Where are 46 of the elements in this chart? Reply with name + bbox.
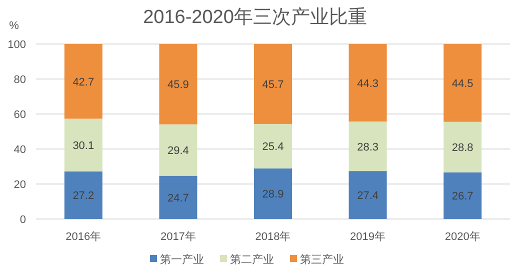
bar xyxy=(64,44,102,119)
data-label: 24.7 xyxy=(167,192,189,204)
data-label: 45.9 xyxy=(167,79,189,92)
data-label: 28.3 xyxy=(357,141,379,154)
bar xyxy=(159,44,198,124)
x-tick-label: 2019年 xyxy=(350,231,386,243)
data-label: 28.8 xyxy=(452,142,474,154)
data-label: 44.3 xyxy=(357,78,379,90)
legend-label: 第三产业 xyxy=(300,253,344,266)
bar xyxy=(348,44,387,122)
data-label: 45.7 xyxy=(262,78,284,91)
bar xyxy=(254,124,292,168)
bar xyxy=(254,44,292,124)
x-tick-label: 2020年 xyxy=(444,231,480,243)
bar xyxy=(64,118,102,172)
y-axis-title: % xyxy=(9,20,20,32)
data-label: 28.9 xyxy=(262,188,284,201)
bar xyxy=(348,122,387,172)
y-tick-label: 40 xyxy=(14,144,26,156)
bar xyxy=(159,176,198,219)
y-tick-label: 20 xyxy=(14,179,26,191)
data-label: 30.1 xyxy=(72,140,94,152)
chart-title: 2016-2020年三次产业比重 xyxy=(143,7,367,28)
data-label: 27.2 xyxy=(72,190,94,202)
y-tick-label: 60 xyxy=(14,109,26,121)
bar xyxy=(159,124,198,176)
bar xyxy=(444,172,482,219)
data-label: 44.5 xyxy=(452,78,474,90)
legend-label: 第二产业 xyxy=(230,253,274,266)
y-tick-label: 0 xyxy=(20,214,26,226)
data-label: 27.4 xyxy=(357,190,379,202)
data-label: 26.7 xyxy=(452,190,474,203)
x-tick-label: 2016年 xyxy=(66,231,102,243)
x-tick-label: 2018年 xyxy=(255,231,291,243)
bar xyxy=(348,171,387,219)
bar xyxy=(444,122,482,172)
data-label: 42.7 xyxy=(72,76,94,88)
y-tick-label: 100 xyxy=(8,39,26,51)
bar xyxy=(254,168,292,219)
bar xyxy=(444,44,482,122)
x-tick-label: 2017年 xyxy=(160,231,196,243)
data-label: 25.4 xyxy=(262,141,284,154)
legend-label: 第一产业 xyxy=(160,253,204,266)
y-tick-label: 80 xyxy=(14,74,26,86)
bar xyxy=(64,171,102,219)
data-label: 29.4 xyxy=(167,145,189,158)
